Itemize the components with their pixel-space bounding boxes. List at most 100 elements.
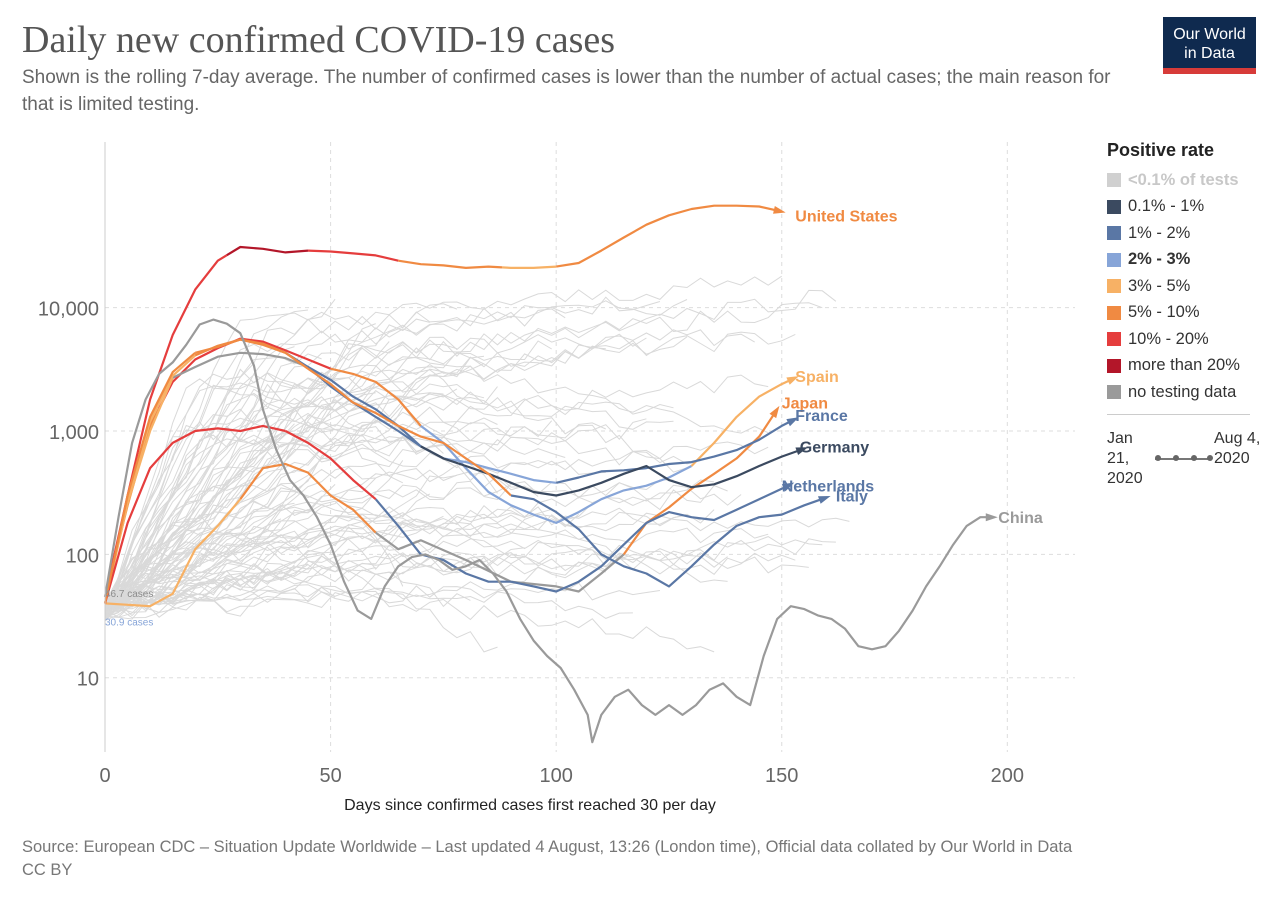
legend: Positive rate <0.1% of tests 0.1% - 1% 1% … bbox=[1107, 140, 1267, 489]
background-country-line bbox=[104, 374, 769, 613]
timeline-tick bbox=[1191, 454, 1197, 461]
series-label: Japan bbox=[782, 396, 828, 413]
background-country-line bbox=[104, 434, 566, 612]
chart-title: Daily new confirmed COVID-19 cases bbox=[22, 19, 616, 61]
series-line-italy bbox=[307, 367, 512, 497]
timeline-handle-end[interactable] bbox=[1207, 454, 1213, 461]
start-annotation: 30.9 cases bbox=[105, 617, 153, 628]
background-country-line bbox=[104, 392, 674, 614]
timeline-control[interactable]: Jan 21, 2020 Aug 4, 2020 bbox=[1107, 429, 1267, 489]
series-arrowhead bbox=[985, 513, 998, 522]
legend-items: <0.1% of tests 0.1% - 1% 1% - 2% 2% - 3% 3% … bbox=[1107, 167, 1267, 406]
legend-swatch bbox=[1107, 199, 1121, 214]
series-label: United States bbox=[795, 208, 897, 225]
legend-title: Positive rate bbox=[1107, 140, 1215, 160]
y-tick-label: 10,000 bbox=[38, 299, 99, 321]
y-tick-label: 1,000 bbox=[49, 422, 99, 444]
background-country-line bbox=[104, 521, 769, 618]
legend-label: 2% - 3% bbox=[1128, 250, 1191, 269]
background-country-line bbox=[104, 536, 823, 620]
series-arrowhead bbox=[786, 376, 799, 385]
background-country-line bbox=[104, 372, 485, 615]
background-country-line bbox=[104, 538, 836, 612]
legend-item[interactable]: 10% - 20% bbox=[1107, 326, 1267, 353]
legend-label: <0.1% of tests bbox=[1128, 170, 1239, 189]
legend-label: 10% - 20% bbox=[1128, 329, 1209, 348]
start-annotation: 46.7 cases bbox=[105, 589, 153, 600]
owid-logo[interactable]: Our World in Data bbox=[1163, 17, 1256, 74]
series-line-netherlands bbox=[510, 483, 792, 593]
series-line-france bbox=[172, 351, 309, 379]
series-label: Italy bbox=[836, 488, 868, 505]
series-line-japan bbox=[104, 498, 242, 608]
series-line-netherlands bbox=[284, 430, 377, 501]
background-country-line bbox=[104, 353, 322, 621]
legend-item[interactable]: more than 20% bbox=[1107, 353, 1267, 380]
legend-item[interactable]: 1% - 2% bbox=[1107, 220, 1267, 247]
legend-item[interactable]: 2% - 3% bbox=[1107, 247, 1267, 274]
series-line-italy bbox=[510, 494, 828, 588]
legend-label: more than 20% bbox=[1128, 356, 1240, 375]
timeline-track[interactable] bbox=[1155, 457, 1211, 460]
background-country-line bbox=[104, 479, 674, 614]
source-text: Source: European CDC – Situation Update … bbox=[22, 838, 1073, 856]
background-country-line bbox=[104, 343, 769, 618]
series-line-netherlands bbox=[103, 424, 286, 604]
background-country-line bbox=[104, 422, 607, 619]
legend-item[interactable]: 5% - 10% bbox=[1107, 300, 1267, 327]
background-country-line bbox=[104, 333, 647, 610]
background-country-line bbox=[104, 275, 782, 610]
background-country-line bbox=[104, 381, 336, 606]
series-line-united-states bbox=[556, 204, 782, 268]
legend-swatch bbox=[1107, 279, 1121, 294]
background-country-line bbox=[104, 363, 485, 604]
legend-swatch bbox=[1107, 252, 1121, 267]
series-line-italy bbox=[103, 351, 196, 604]
series-label: Germany bbox=[800, 439, 869, 456]
series-line-united-states bbox=[226, 245, 309, 257]
series-label: France bbox=[795, 408, 848, 425]
license-text: CC BY bbox=[22, 861, 73, 879]
x-axis-label: Days since confirmed cases first reached… bbox=[344, 797, 716, 814]
timeline-tick bbox=[1173, 454, 1179, 461]
legend-label: 1% - 2% bbox=[1128, 223, 1191, 242]
background-country-line bbox=[104, 483, 512, 611]
series-line-spain bbox=[330, 367, 422, 427]
background-country-line bbox=[104, 341, 390, 610]
timeline-start-label: Jan 21, 2020 bbox=[1107, 429, 1143, 487]
highlighted-series bbox=[103, 204, 998, 744]
background-country-line bbox=[104, 529, 417, 618]
series-label: China bbox=[998, 510, 1043, 527]
background-country-line bbox=[104, 586, 336, 622]
series-label: Netherlands bbox=[782, 479, 875, 496]
background-country-line bbox=[104, 484, 728, 619]
logo-red-bar bbox=[1163, 68, 1256, 74]
legend-item[interactable]: 0.1% - 1% bbox=[1107, 194, 1267, 221]
series-arrowhead bbox=[773, 205, 786, 214]
background-country-line bbox=[104, 512, 850, 618]
legend-label: 3% - 5% bbox=[1128, 276, 1191, 295]
background-country-line bbox=[104, 530, 796, 615]
background-country-line bbox=[104, 346, 295, 617]
series-arrowhead bbox=[795, 447, 809, 456]
series-line-united-states bbox=[158, 254, 228, 375]
series-line-france bbox=[555, 418, 796, 484]
logo-line-2: in Data bbox=[1184, 45, 1235, 62]
background-country-line bbox=[104, 329, 755, 603]
background-country-line bbox=[104, 296, 661, 618]
series-arrowhead bbox=[769, 405, 780, 419]
series-line-spain bbox=[420, 425, 693, 524]
legend-item[interactable]: <0.1% of tests bbox=[1107, 167, 1267, 194]
series-line-united-states bbox=[398, 259, 503, 269]
legend-item[interactable]: 3% - 5% bbox=[1107, 273, 1267, 300]
legend-item[interactable]: no testing data bbox=[1107, 379, 1267, 406]
legend-swatch bbox=[1107, 173, 1121, 188]
legend-swatch bbox=[1107, 358, 1121, 373]
background-country-line bbox=[104, 383, 404, 613]
background-country-line bbox=[104, 384, 336, 606]
timeline-handle-start[interactable] bbox=[1155, 454, 1161, 461]
background-country-line bbox=[104, 502, 295, 610]
series-line-united-states bbox=[501, 265, 557, 269]
